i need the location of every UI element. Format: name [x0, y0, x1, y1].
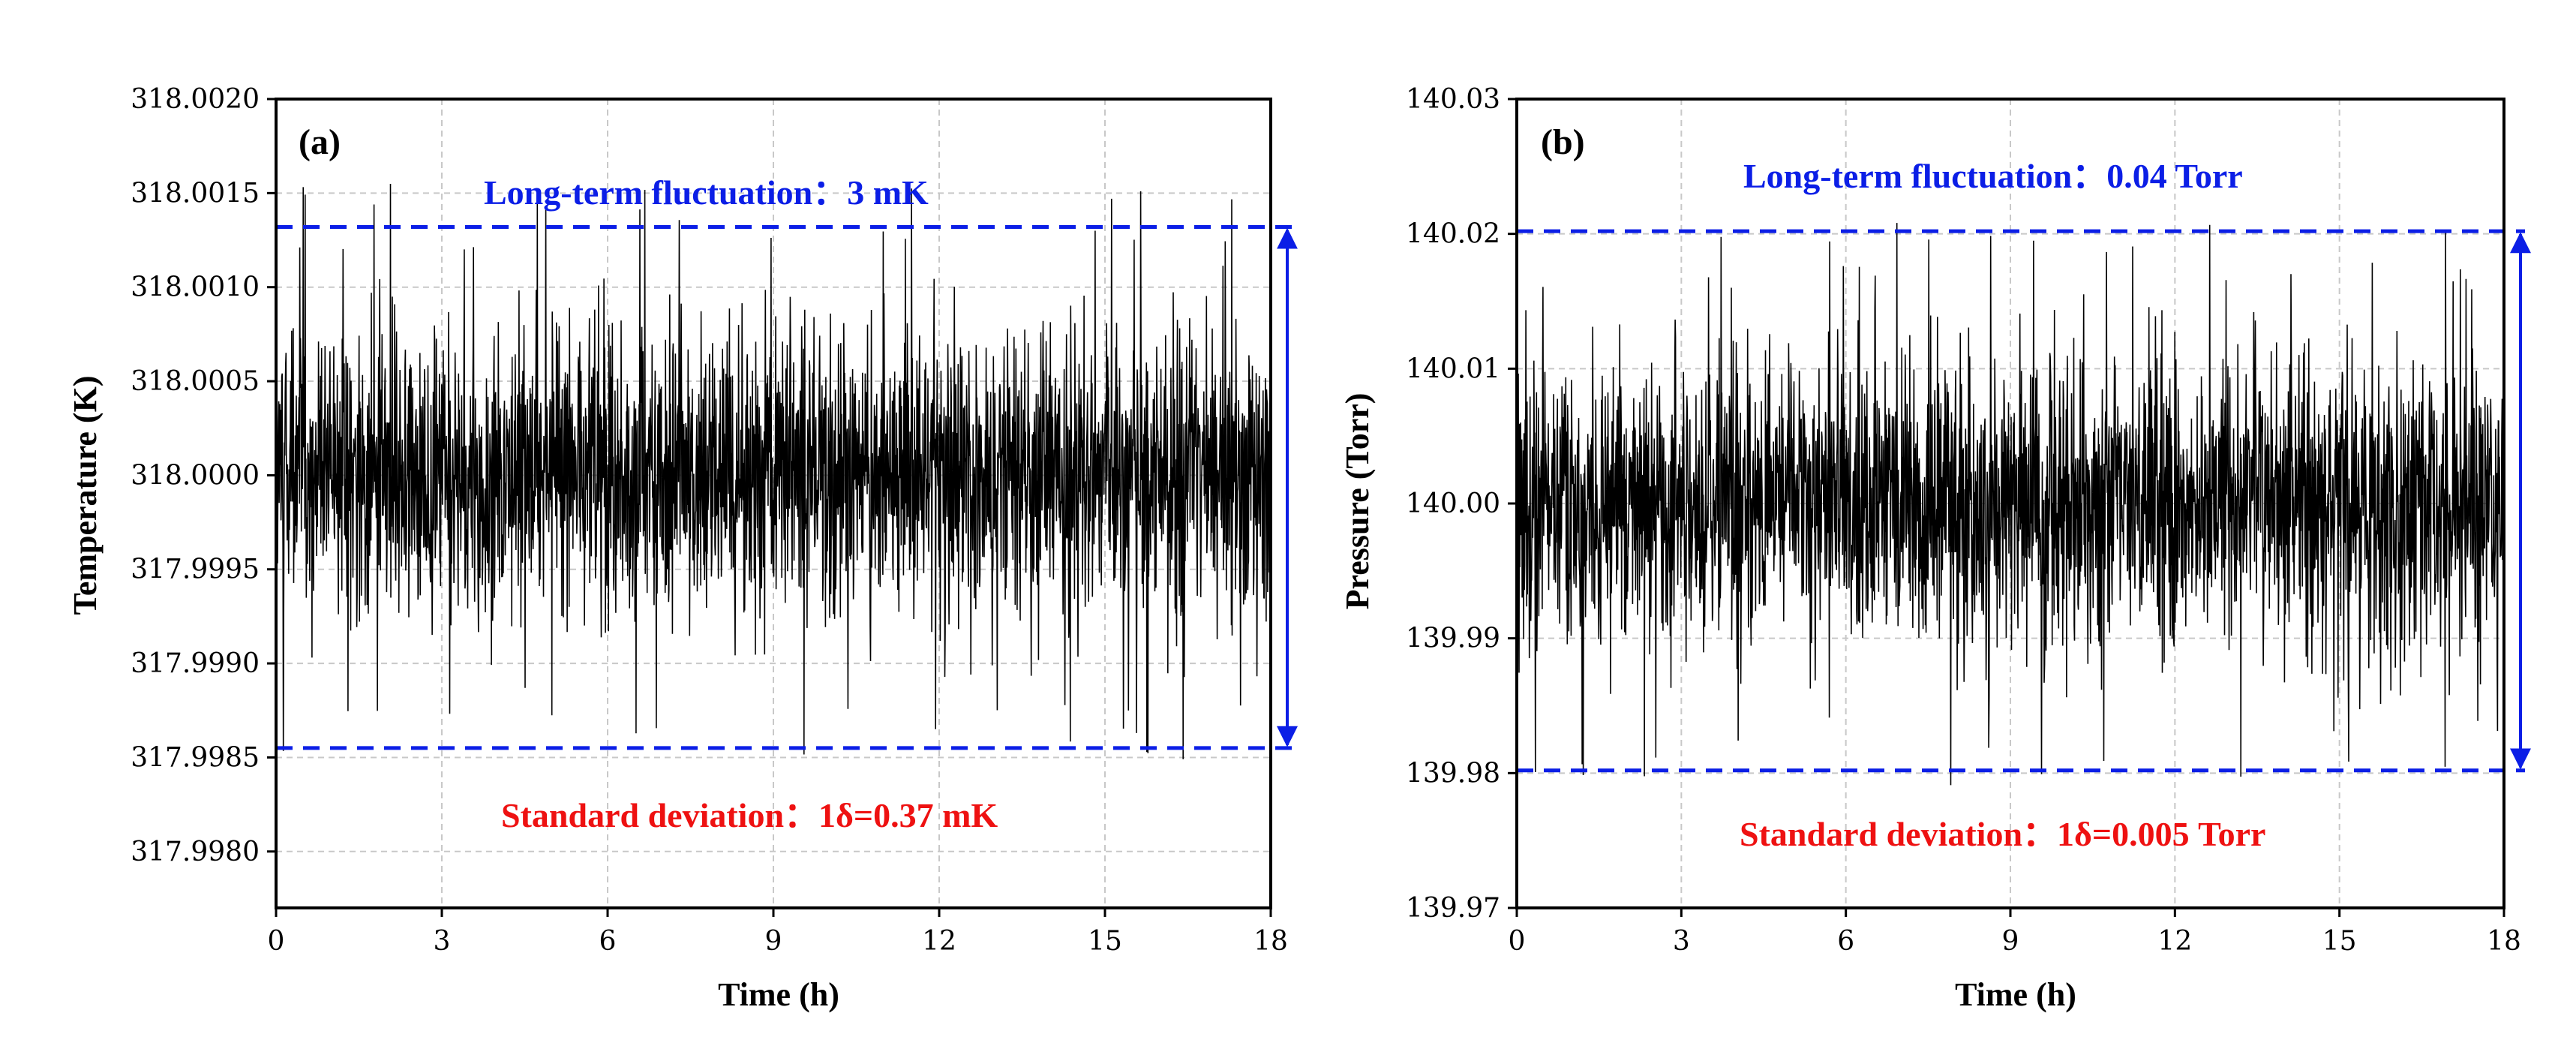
x-tick-label: 6	[1837, 926, 1854, 957]
y-axis-ticks: 317.9980 317.9985 317.9990 317.9995 318.0000…	[131, 84, 276, 867]
y-tick-label: 139.99	[1406, 624, 1500, 654]
x-tick-label: 12	[2157, 926, 2192, 957]
y-tick-label: 318.0000	[131, 460, 260, 491]
x-axis-title: Time (h)	[718, 976, 839, 1013]
fluctuation-annotation: Long-term fluctuation：0.04 Torr	[1743, 157, 2243, 195]
pressure-panel: 0 3 6 9 12 15 18 139.97 139.98 139.99 140.00 140.0…	[1339, 84, 2531, 1013]
panel-label: (b)	[1541, 122, 1585, 162]
y-tick-label: 139.97	[1406, 893, 1500, 924]
x-axis-ticks: 0 3 6 9 12 15 18	[268, 908, 1288, 957]
x-tick-label: 18	[2487, 926, 2521, 957]
x-tick-label: 18	[1253, 926, 1288, 957]
y-axis-title: Pressure (Torr)	[1339, 393, 1376, 610]
y-axis-title: Temperature (K)	[67, 376, 104, 615]
x-tick-label: 6	[599, 926, 617, 957]
y-tick-label: 140.00	[1406, 488, 1500, 519]
x-axis-ticks: 0 3 6 9 12 15 18	[1509, 908, 2521, 957]
y-tick-label: 317.9980	[131, 837, 260, 867]
series-line	[275, 183, 1271, 759]
series-line	[1516, 223, 2505, 786]
x-axis-title: Time (h)	[1955, 976, 2076, 1013]
deviation-annotation: Standard deviation：1δ=0.37 mK	[501, 796, 998, 834]
x-tick-label: 15	[1088, 926, 1122, 957]
x-tick-label: 9	[765, 926, 782, 957]
y-tick-label: 318.0015	[131, 178, 260, 209]
x-tick-label: 3	[434, 926, 451, 957]
temperature-trace	[275, 183, 1271, 759]
y-tick-label: 140.02	[1406, 219, 1500, 250]
y-tick-label: 140.03	[1406, 84, 1500, 115]
y-tick-label: 317.9985	[131, 742, 260, 773]
y-tick-label: 317.9995	[131, 555, 260, 585]
y-tick-label: 318.0005	[131, 366, 260, 397]
panel-label: (a)	[299, 122, 341, 162]
fluctuation-annotation: Long-term fluctuation：3 mK	[484, 173, 929, 212]
deviation-annotation: Standard deviation：1δ=0.005 Torr	[1740, 815, 2265, 853]
x-tick-label: 0	[1509, 926, 1526, 957]
y-tick-label: 317.9990	[131, 648, 260, 679]
temperature-panel: 0 3 6 9 12 15 18 317.9980317.9985317.9990317.9…	[67, 84, 1298, 1013]
y-axis-ticks: 139.97 139.98 139.99 140.00 140.01 140.02 140.…	[1406, 84, 1517, 924]
x-tick-label: 15	[2322, 926, 2357, 957]
x-tick-label: 0	[268, 926, 285, 957]
y-tick-label: 318.0010	[131, 272, 260, 303]
x-tick-label: 9	[2002, 926, 2019, 957]
x-tick-label: 3	[1673, 926, 1690, 957]
y-tick-label: 318.0020	[131, 84, 260, 115]
pressure-trace	[1516, 223, 2505, 786]
y-tick-label: 140.01	[1406, 353, 1500, 384]
x-tick-label: 12	[922, 926, 956, 957]
y-tick-label: 139.98	[1406, 758, 1500, 789]
